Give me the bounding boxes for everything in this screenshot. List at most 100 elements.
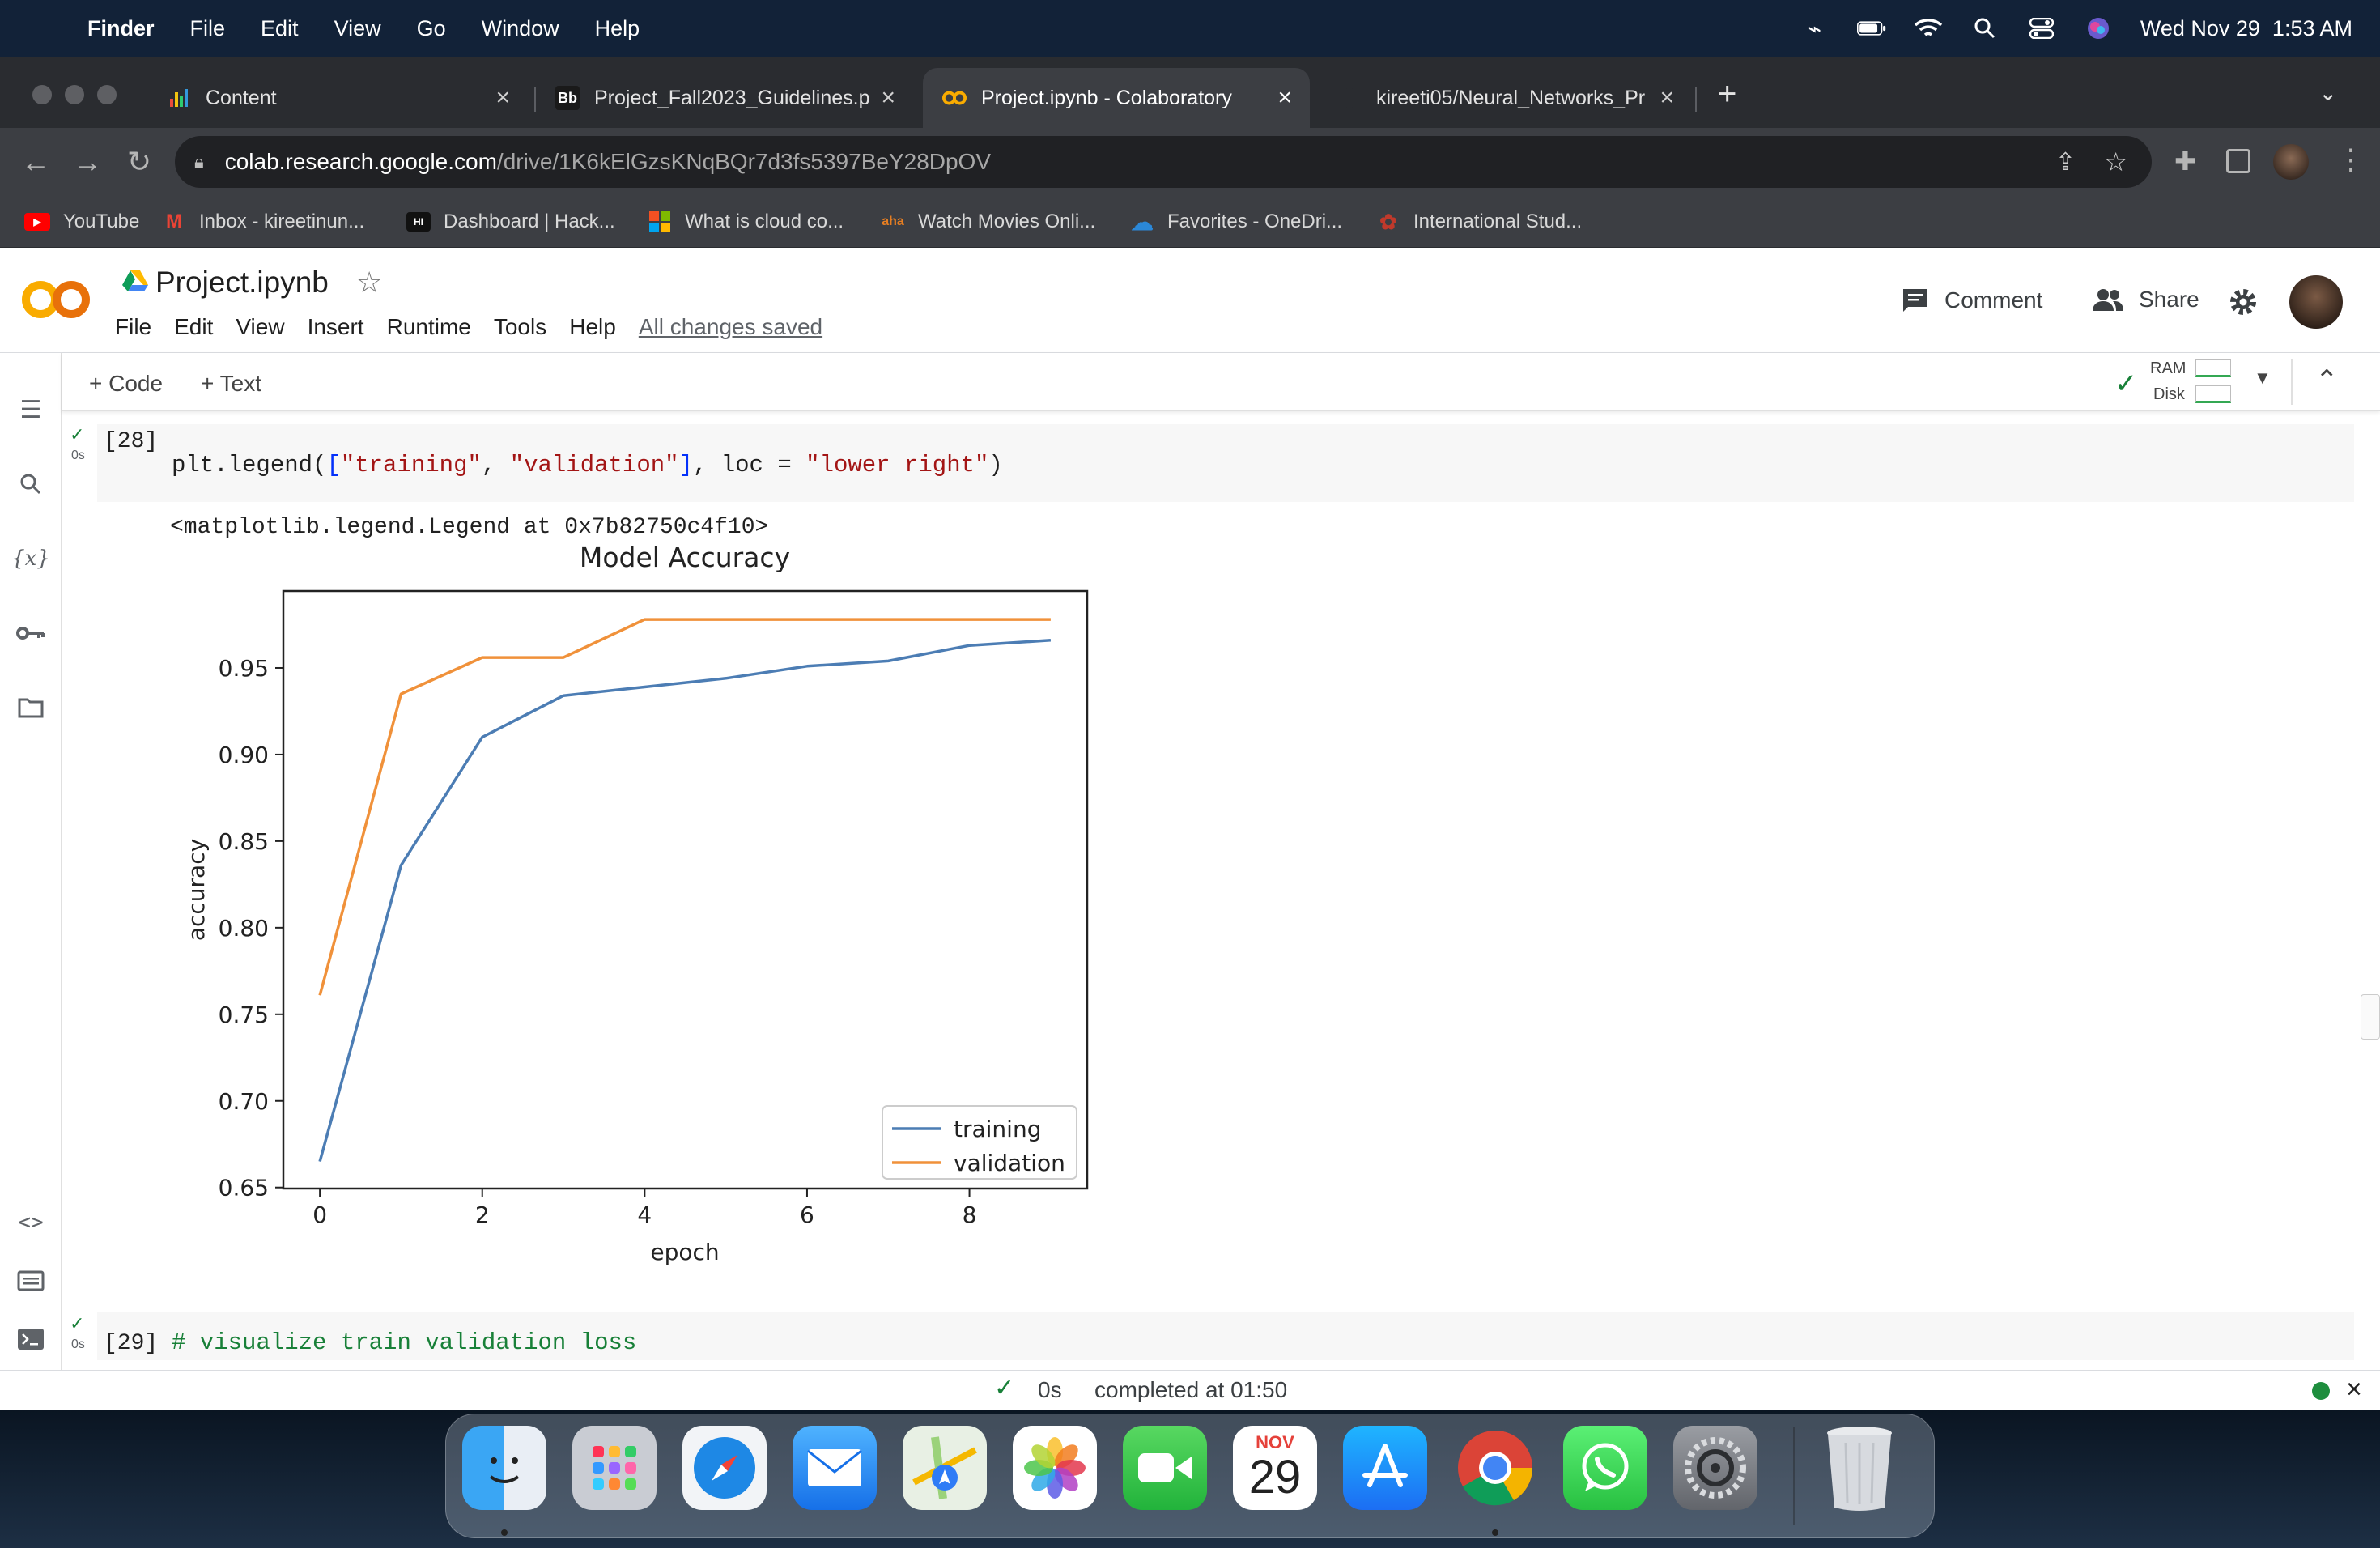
browser-menu-kebab-icon[interactable]: ⋮ (2336, 142, 2365, 176)
tab-close-icon[interactable]: × (1660, 84, 1674, 111)
bookmark-gmail[interactable]: M Inbox - kireetinun... (162, 206, 364, 238)
colab-logo-icon[interactable] (21, 275, 91, 324)
tab-colab-project[interactable]: Project.ipynb - Colaboratory × (923, 68, 1310, 128)
reload-icon[interactable]: ↻ (126, 145, 152, 178)
runtime-dropdown-icon[interactable]: ▼ (2254, 368, 2272, 388)
window-zoom-button[interactable] (97, 85, 117, 104)
add-text-cell-button[interactable]: + Text (201, 371, 261, 396)
bookmark-youtube[interactable]: ▶ YouTube (24, 206, 139, 238)
cell-execution-count[interactable]: [29] (104, 1331, 159, 1356)
menu-view[interactable]: View (334, 15, 381, 40)
siri-icon[interactable] (2084, 16, 2113, 40)
variables-icon[interactable]: {x} (11, 546, 50, 571)
cell-code-comment[interactable]: # visualize train validation loss (172, 1329, 637, 1356)
menubar-clock[interactable]: Wed Nov 29 1:53 AM (2140, 15, 2352, 40)
bookmark-onedrive[interactable]: ☁ Favorites - OneDri... (1130, 206, 1342, 238)
code-cell[interactable] (97, 1312, 2354, 1360)
colab-menu-file[interactable]: File (115, 314, 152, 339)
tab-guidelines[interactable]: Bb Project_Fall2023_Guidelines.p × (541, 68, 913, 128)
collapse-header-chevron-icon[interactable]: ⌃ (2315, 365, 2339, 396)
menu-help[interactable]: Help (594, 15, 640, 40)
dock-finder-icon[interactable] (462, 1426, 546, 1510)
menu-app-name[interactable]: Finder (87, 15, 155, 40)
dock-system-settings-icon[interactable] (1673, 1426, 1757, 1510)
dock-facetime-icon[interactable] (1123, 1426, 1207, 1510)
code-cell[interactable] (97, 424, 2354, 502)
colab-menu-view[interactable]: View (236, 314, 285, 339)
cell-execution-count[interactable]: [28] (104, 429, 159, 454)
google-drive-icon[interactable] (121, 269, 149, 293)
share-button[interactable]: Share (2092, 287, 2199, 313)
add-code-cell-button[interactable]: + Code (89, 371, 164, 396)
tab-search-chevron-icon[interactable]: ⌄ (2318, 80, 2338, 105)
colab-menu-help[interactable]: Help (569, 314, 616, 339)
status-message[interactable]: completed at 01:50 (1094, 1377, 1288, 1402)
search-icon[interactable] (15, 468, 47, 500)
extensions-puzzle-icon[interactable]: ✚ (2174, 147, 2196, 176)
apple-menu-icon[interactable] (31, 15, 55, 42)
dock-app-store-icon[interactable] (1343, 1426, 1427, 1510)
dock-launchpad-icon[interactable] (572, 1426, 657, 1510)
dock-maps-icon[interactable] (903, 1426, 987, 1510)
comment-button[interactable]: Comment (1901, 287, 2042, 314)
cell-code-line[interactable]: plt.legend(["training", "validation"], l… (172, 452, 1003, 478)
files-folder-icon[interactable] (15, 691, 47, 724)
menu-window[interactable]: Window (481, 15, 559, 40)
dock-mail-icon[interactable] (793, 1426, 877, 1510)
code-snippets-icon[interactable]: <> (18, 1210, 44, 1235)
dock-trash-icon[interactable] (1817, 1426, 1902, 1511)
dock-photos-icon[interactable] (1013, 1426, 1097, 1510)
tab-content[interactable]: Content × (154, 68, 528, 128)
bookmark-hackerrank[interactable]: HI Dashboard | Hack... (406, 206, 615, 238)
dock-chrome-icon[interactable] (1453, 1426, 1537, 1510)
colab-menu-tools[interactable]: Tools (493, 314, 547, 339)
settings-gear-icon[interactable] (2228, 287, 2259, 317)
bookmark-international[interactable]: ✿ International Stud... (1376, 206, 1582, 238)
bookmark-star-icon[interactable]: ☆ (2104, 147, 2127, 176)
lock-icon[interactable]: 🔒︎ (194, 151, 204, 172)
star-notebook-icon[interactable]: ☆ (356, 266, 383, 299)
secrets-key-icon[interactable] (15, 617, 47, 649)
colab-menu-insert[interactable]: Insert (307, 314, 364, 339)
side-panel-icon[interactable] (2226, 149, 2250, 173)
battery-icon[interactable] (1856, 16, 1886, 40)
menu-edit[interactable]: Edit (261, 15, 299, 40)
menu-go[interactable]: Go (416, 15, 446, 40)
dock-whatsapp-icon[interactable] (1563, 1426, 1647, 1510)
save-status-link[interactable]: All changes saved (638, 314, 823, 339)
airpods-icon[interactable]: ⌁ (1808, 15, 1822, 41)
spotlight-icon[interactable] (1970, 16, 2000, 40)
command-palette-icon[interactable] (15, 1265, 47, 1297)
bookmark-movies[interactable]: aha Watch Movies Onli... (881, 206, 1095, 238)
dock-safari-icon[interactable] (682, 1426, 767, 1510)
colab-menu-runtime[interactable]: Runtime (386, 314, 471, 339)
window-minimize-button[interactable] (65, 85, 84, 104)
control-center-icon[interactable] (2027, 16, 2056, 40)
address-bar[interactable]: 🔒︎ colab.research.google.com /drive/1K6k… (175, 136, 2152, 188)
new-tab-plus-icon[interactable]: + (1718, 76, 1737, 112)
ram-usage-bar[interactable] (2195, 359, 2231, 377)
tab-close-icon[interactable]: × (1277, 84, 1292, 111)
bookmark-microsoft[interactable]: What is cloud co... (648, 206, 844, 238)
share-page-icon[interactable]: ⇪ (2055, 148, 2076, 176)
wifi-icon[interactable] (1914, 16, 1943, 40)
close-status-icon[interactable]: × (2346, 1374, 2362, 1405)
notebook-scrollbar-thumb[interactable] (2361, 994, 2380, 1040)
disk-usage-bar[interactable] (2195, 385, 2231, 403)
dock-calendar-icon[interactable]: NOV 29 (1233, 1426, 1317, 1510)
terminal-icon[interactable] (15, 1323, 47, 1355)
menu-file[interactable]: File (189, 15, 226, 40)
user-avatar[interactable] (2289, 275, 2343, 329)
window-close-button[interactable] (32, 85, 52, 104)
tab-github[interactable]: kireeti05/Neural_Networks_Pr × (1320, 68, 1692, 128)
tab-close-icon[interactable]: × (495, 84, 510, 111)
y-axis: 0.65 0.70 0.75 0.80 0.85 0.90 0.95 (219, 655, 283, 1201)
notebook-title[interactable]: Project.ipynb (155, 266, 329, 299)
forward-arrow-icon[interactable]: → (73, 145, 102, 178)
back-arrow-icon[interactable]: ← (21, 145, 50, 178)
profile-avatar[interactable] (2273, 144, 2309, 180)
colab-menu-edit[interactable]: Edit (174, 314, 214, 339)
tab-close-icon[interactable]: × (881, 84, 895, 111)
status-exec-time[interactable]: 0s (1038, 1377, 1062, 1402)
table-of-contents-icon[interactable]: ☰ (19, 396, 42, 423)
